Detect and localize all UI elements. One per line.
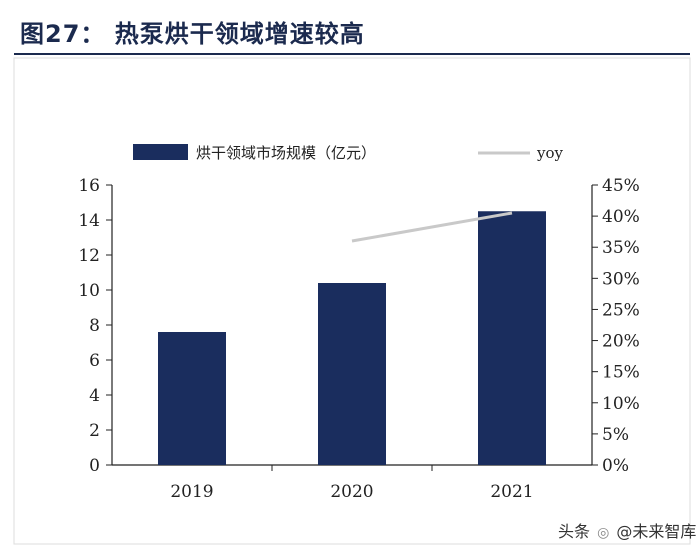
y-right-tick-label: 15% xyxy=(602,363,640,383)
watermark-account: @未来智库 xyxy=(616,522,697,541)
watermark: 头条 ◎ @未来智库 xyxy=(558,518,696,542)
y-right-tick-label: 45% xyxy=(602,176,640,196)
y-left-tick-label: 2 xyxy=(89,421,100,441)
y-right-tick-label: 25% xyxy=(602,300,640,320)
y-left-tick-label: 4 xyxy=(89,386,100,406)
legend-bar-swatch xyxy=(133,144,188,160)
x-tick-label: 2019 xyxy=(170,482,213,502)
y-right-tick-label: 40% xyxy=(602,207,640,227)
x-tick-label: 2021 xyxy=(490,482,533,502)
bar-2020 xyxy=(318,283,386,465)
y-left-tick-label: 10 xyxy=(78,281,100,301)
y-left-tick-label: 6 xyxy=(89,351,100,371)
y-right-tick-label: 10% xyxy=(602,394,640,414)
y-left-tick-label: 12 xyxy=(78,246,100,266)
legend-line-label: yoy xyxy=(536,144,564,162)
y-right-tick-label: 5% xyxy=(602,425,629,445)
y-left-tick-label: 0 xyxy=(89,456,100,476)
watermark-prefix: 头条 xyxy=(558,522,591,541)
chart-frame xyxy=(13,57,691,545)
title-divider xyxy=(14,53,690,55)
y-right-tick-label: 20% xyxy=(602,332,640,352)
at-icon: ◎ xyxy=(597,525,610,541)
bar-2021 xyxy=(478,211,546,465)
y-left-tick-label: 16 xyxy=(78,176,100,196)
plot-area: 0 2 4 6 8 10 12 14 16 0% 5% 10% 15% 20% 25% 30% 35% 40% 45… xyxy=(78,176,639,502)
y-right-tick-label: 30% xyxy=(602,269,640,289)
y-left-tick-label: 14 xyxy=(78,211,100,231)
y-left-tick-label: 8 xyxy=(89,316,100,336)
x-tick-label: 2020 xyxy=(330,482,373,502)
yoy-line xyxy=(351,211,513,243)
legend-bar-label: 烘干领域市场规模（亿元） xyxy=(196,144,376,162)
y-right-tick-label: 0% xyxy=(602,456,629,476)
figure-title: 图27： 热泵烘干领域增速较高 xyxy=(20,20,365,48)
y-right-tick-label: 35% xyxy=(602,238,640,258)
bar-2019 xyxy=(158,332,226,465)
